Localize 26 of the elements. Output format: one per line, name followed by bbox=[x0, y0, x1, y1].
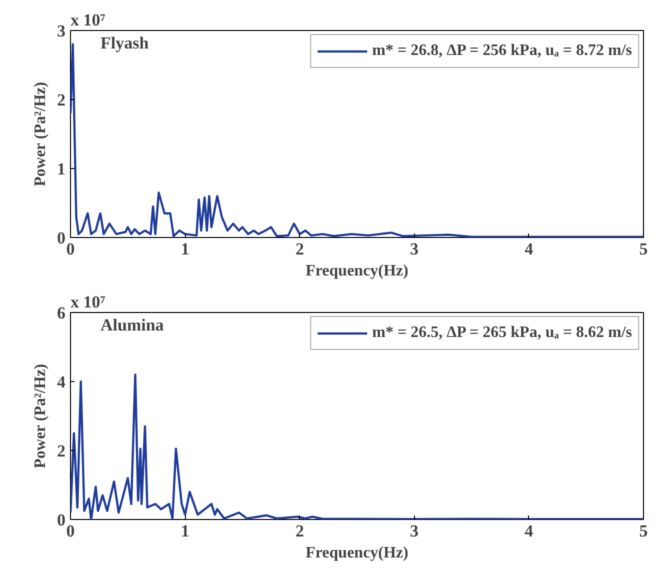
y-axis-title: Power (Pa²/Hz) bbox=[32, 364, 49, 468]
y-tick-label: 2 bbox=[57, 442, 66, 460]
y-tick-label: 4 bbox=[57, 372, 66, 392]
text: x 10⁷ bbox=[70, 292, 106, 312]
x-tick-label: 3 bbox=[410, 522, 419, 540]
x-tick-label: 5 bbox=[639, 522, 648, 540]
x-tick-label: 1 bbox=[180, 240, 190, 258]
x-tick-label: 2 bbox=[295, 522, 304, 540]
legend-label: m* = 26.8, ΔP = 256 kPa, uₐ = 8.72 m/s bbox=[372, 42, 632, 60]
x-tick-label: 2 bbox=[295, 240, 304, 258]
y-tick-label: 3 bbox=[57, 22, 66, 40]
x-tick-label: 1 bbox=[180, 522, 190, 540]
legend-label: m* = 26.5, ΔP = 265 kPa, uₐ = 8.62 m/s bbox=[372, 324, 632, 342]
x-axis-title: Frequency(Hz) bbox=[306, 262, 408, 280]
text: x 10⁷ bbox=[70, 10, 106, 30]
x-tick-label: 3 bbox=[410, 240, 419, 258]
y-tick-label: 6 bbox=[57, 304, 66, 322]
annotation: Flyash bbox=[100, 34, 150, 52]
y-axis-title: Power (Pa²/Hz) bbox=[32, 82, 49, 186]
annotation: Alumina bbox=[100, 316, 164, 334]
y-tick-label: 1 bbox=[57, 160, 66, 178]
x-axis-title: Frequency(Hz) bbox=[306, 544, 408, 562]
y-tick-label: 2 bbox=[57, 90, 66, 110]
x-tick-label: 4 bbox=[524, 522, 534, 540]
x-tick-label: 5 bbox=[639, 240, 648, 258]
x-tick-label: 4 bbox=[524, 240, 534, 258]
